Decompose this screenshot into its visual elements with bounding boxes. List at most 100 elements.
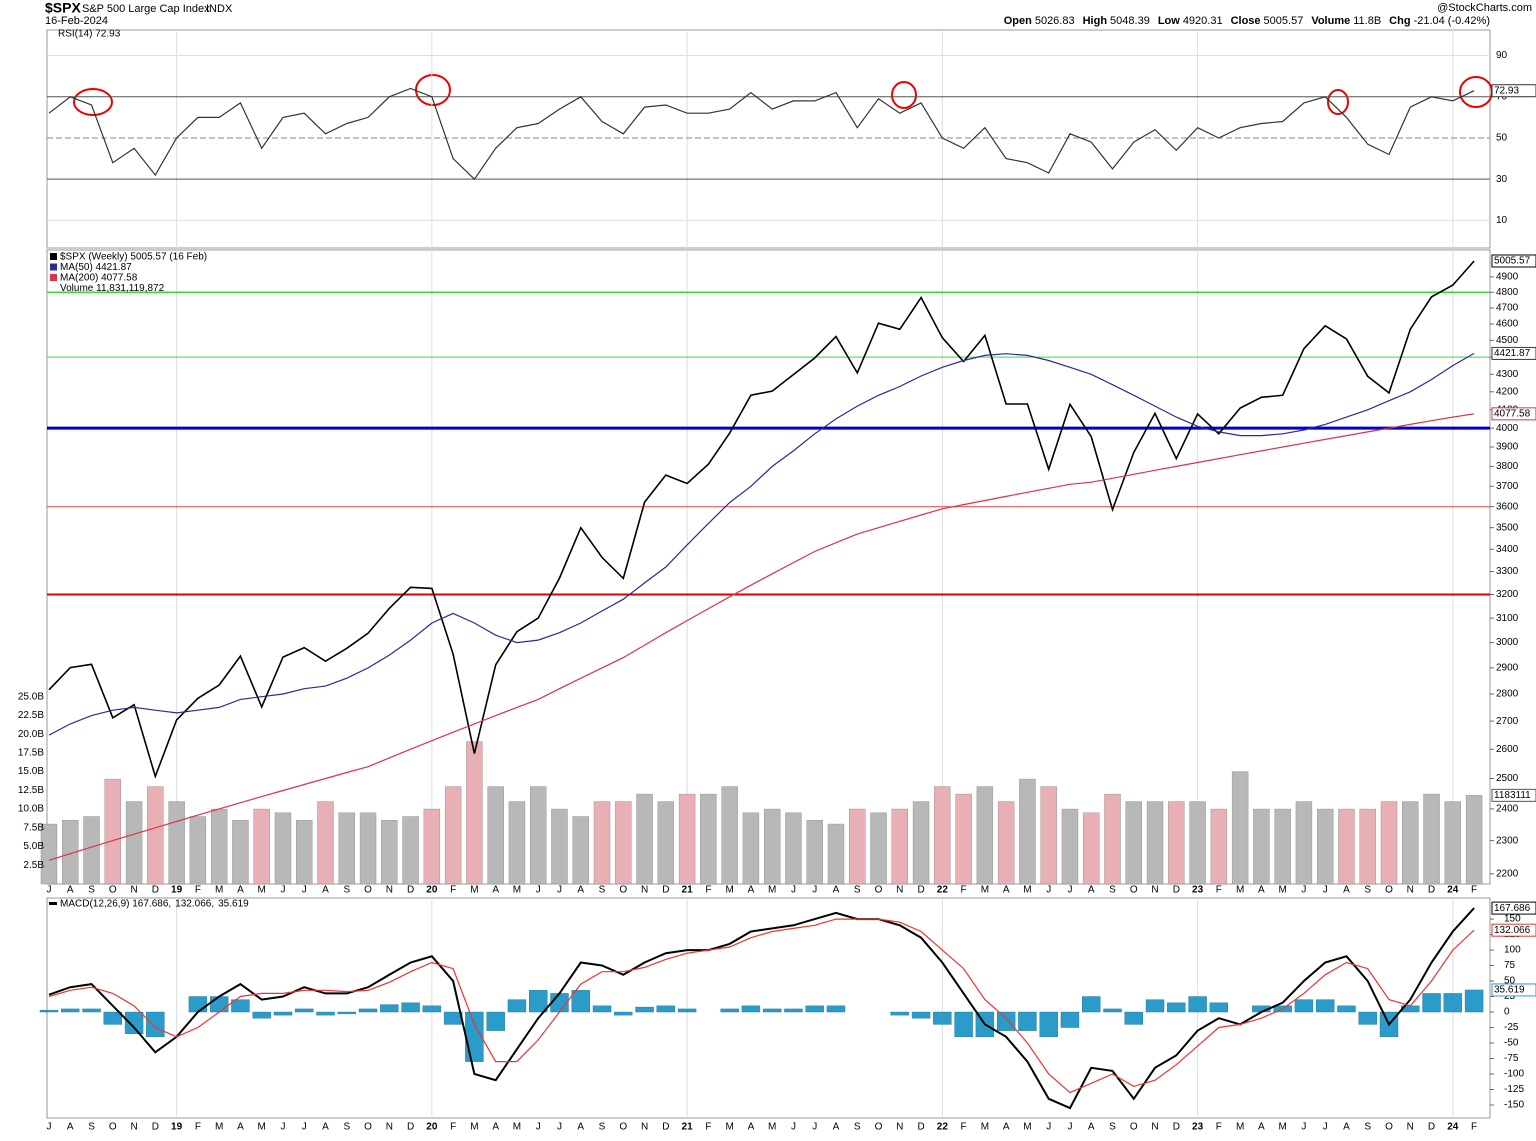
volume-bar <box>763 808 781 885</box>
x-tick-label: J <box>791 885 796 896</box>
x-tick-label: O <box>109 885 117 896</box>
macd-tick-label: -100 <box>1504 1069 1524 1080</box>
macd-histogram-bar <box>401 1002 420 1013</box>
macd-tick-label: 100 <box>1504 945 1521 956</box>
x-tick-label: F <box>961 1122 967 1133</box>
macd-histogram-bar <box>592 1005 612 1013</box>
x-tick-label: M <box>1236 885 1244 896</box>
x-tick-label: D <box>1173 1122 1180 1133</box>
last-value-label-box <box>1491 254 1536 268</box>
x-tick-label: M <box>981 885 989 896</box>
volume-bar <box>402 816 419 885</box>
y-tick-label: 3000 <box>1496 637 1519 648</box>
macd-histogram-bar <box>358 1008 378 1013</box>
volume-bar <box>572 816 589 885</box>
x-tick-label: S <box>1109 1122 1116 1133</box>
x-tick-label: N <box>1407 1122 1414 1133</box>
volume-bar <box>62 820 79 885</box>
y-tick-label: 4700 <box>1496 303 1519 314</box>
x-tick-label: S <box>599 1122 606 1133</box>
x-tick-label: S <box>88 1122 95 1133</box>
x-tick-label: N <box>641 1122 648 1133</box>
x-tick-label: M <box>513 1122 521 1133</box>
macd-tick-label: -75 <box>1504 1053 1519 1064</box>
y-tick-label: 2600 <box>1496 744 1519 755</box>
macd-tick-label: -25 <box>1504 1022 1519 1033</box>
x-tick-label: J <box>1323 885 1328 896</box>
x-tick-label: 21 <box>682 885 694 896</box>
x-tick-label: A <box>237 885 244 896</box>
x-tick-label: O <box>1385 885 1393 896</box>
y-tick-label: 4300 <box>1496 369 1519 380</box>
volume-bar <box>1083 812 1100 885</box>
last-value-label-box <box>1491 788 1536 802</box>
legend-entry: $SPX (Weekly) 5005.57 (16 Feb) <box>60 252 207 263</box>
x-tick-label: N <box>130 1122 137 1133</box>
x-tick-label: D <box>152 1122 159 1133</box>
quote-value: 4920.31 <box>1183 15 1223 27</box>
x-tick-label: A <box>492 1122 499 1133</box>
macd-histogram-bar <box>656 1005 676 1013</box>
legend-swatch <box>50 274 57 281</box>
x-tick-label: A <box>67 885 74 896</box>
circle <box>891 81 917 109</box>
x-tick-label: J <box>1067 885 1072 896</box>
x-tick-label: S <box>1364 1122 1371 1133</box>
x-tick-label: A <box>748 1122 755 1133</box>
macd-tick-label: 150 <box>1504 914 1521 925</box>
legend-entry: MA(50) 4421.87 <box>60 262 132 273</box>
signal-line <box>48 918 1475 1094</box>
y-tick-label: 4600 <box>1496 319 1519 330</box>
volume-bar <box>785 812 802 885</box>
x-tick-label: F <box>705 885 711 896</box>
volume-bar <box>1146 801 1164 885</box>
last-value-label: 4077.58 <box>1494 408 1531 419</box>
volume-bar <box>40 823 58 885</box>
macd-histogram-bar <box>720 1008 739 1013</box>
y-tick-label: 3600 <box>1496 501 1519 512</box>
volume-bar <box>657 801 675 885</box>
legend-swatch <box>50 253 57 260</box>
x-tick-label: F <box>195 1122 201 1133</box>
last-value-label: 35.619 <box>1494 985 1525 996</box>
x-tick-label: D <box>662 885 669 896</box>
x-tick-label: 20 <box>426 1122 438 1133</box>
x-tick-label: F <box>450 885 456 896</box>
x-tick-label: J <box>812 885 817 896</box>
exchange: INDX <box>206 3 233 15</box>
quote-value: 5048.39 <box>1110 15 1150 27</box>
macd-histogram-bar <box>124 1011 144 1034</box>
volume-bar <box>700 793 717 885</box>
rsi-tick-label: 50 <box>1496 133 1508 144</box>
volume-bar <box>508 801 526 885</box>
x-tick-label: D <box>917 885 924 896</box>
rsi-panel <box>46 29 1491 249</box>
volume-bar <box>104 778 122 885</box>
volume-bar <box>274 812 292 885</box>
volume-tick-label: 20.0B <box>18 729 44 740</box>
x-tick-label: N <box>896 1122 903 1133</box>
circle <box>1459 76 1493 108</box>
x-tick-label: S <box>599 885 606 896</box>
volume-bar <box>1465 795 1483 885</box>
macd-histogram-bar <box>188 996 208 1013</box>
quote-label: High <box>1083 15 1108 27</box>
x-tick-label: S <box>1364 885 1371 896</box>
volume-bar <box>678 793 696 885</box>
macd-histogram-bar <box>465 1011 484 1062</box>
x-tick-label: N <box>641 885 648 896</box>
macd-histogram-bar <box>571 990 590 1013</box>
x-tick-label: 23 <box>1192 1122 1204 1133</box>
volume-bar <box>742 812 760 885</box>
last-value-label-box <box>1491 84 1536 98</box>
rsi-legend: RSI(14) 72.93 <box>58 29 121 40</box>
macd-tick-label: -50 <box>1504 1038 1519 1049</box>
x-tick-label: F <box>195 885 201 896</box>
quote-value: 5026.83 <box>1035 15 1075 27</box>
volume-bar <box>1380 801 1398 885</box>
x-tick-label: J <box>1046 1122 1051 1133</box>
x-tick-label: J <box>536 1122 541 1133</box>
x-tick-label: M <box>1236 1122 1244 1133</box>
y-tick-label: 3900 <box>1496 442 1519 453</box>
volume-bar <box>83 816 100 885</box>
